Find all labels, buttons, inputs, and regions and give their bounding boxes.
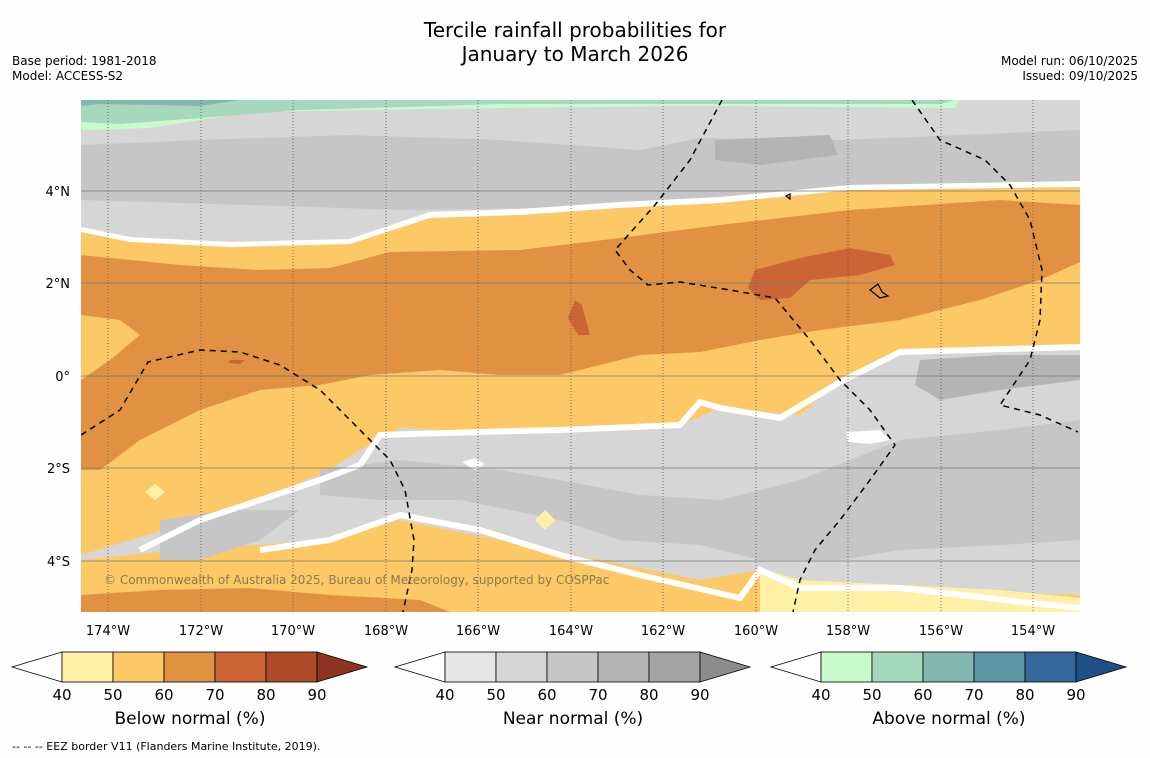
lat-label: 0° xyxy=(55,370,70,385)
eez-legend-note: -- -- -- EEZ border V11 (Flanders Marine… xyxy=(12,740,321,753)
colorbar-under-triangle xyxy=(10,651,63,683)
island-kiribati xyxy=(869,283,890,299)
lat-axis: 4°N 2°N 0° 2°S 4°S xyxy=(46,185,71,570)
colorbar-segment xyxy=(112,651,165,683)
colorbar-under-triangle xyxy=(393,651,446,683)
lat-lines xyxy=(81,190,1080,562)
colorbar-over-triangle xyxy=(699,651,752,683)
above-normal-70-region xyxy=(81,100,240,106)
model-run: Model run: 06/10/2025 xyxy=(1000,54,1138,68)
colorbar-segment xyxy=(820,651,873,683)
yellow-blob-1 xyxy=(535,510,555,530)
colorbar-segment xyxy=(597,651,650,683)
eez-borders xyxy=(81,100,1079,612)
colorbar-tick-label: 70 xyxy=(205,686,224,704)
colorbar-tick-label: 70 xyxy=(964,686,983,704)
colorbar-tick-label: 80 xyxy=(256,686,275,704)
colorbar-under-triangle xyxy=(769,651,822,683)
lon-label: 170°W xyxy=(271,624,315,639)
colorbar-tick-label: 40 xyxy=(811,686,830,704)
near-normal-60-south xyxy=(320,420,1080,560)
lon-label: 156°W xyxy=(919,624,963,639)
white-blob-2 xyxy=(846,430,890,444)
lat-label: 4°S xyxy=(47,555,70,570)
colorbar-tick-label: 50 xyxy=(862,686,881,704)
island-small xyxy=(784,193,791,201)
below-normal-50-south xyxy=(81,520,1080,612)
colorbar-tick-label: 40 xyxy=(52,686,71,704)
colorbar-tick-label: 90 xyxy=(690,686,709,704)
colorbar-near: 40 50 60 70 80 90 xyxy=(393,651,752,704)
colorbar-below-label: Below normal (%) xyxy=(114,709,266,729)
lat-label: 2°S xyxy=(47,462,70,477)
colorbar-segment xyxy=(444,651,497,683)
colorbar-tick-label: 70 xyxy=(588,686,607,704)
lon-label: 164°W xyxy=(549,624,593,639)
lon-label: 160°W xyxy=(734,624,778,639)
lon-label: 172°W xyxy=(179,624,223,639)
colorbar-segment xyxy=(922,651,975,683)
colorbar-tick-label: 90 xyxy=(1066,686,1085,704)
colorbar-tick-label: 50 xyxy=(103,686,122,704)
lon-label: 154°W xyxy=(1011,624,1055,639)
lat-label: 4°N xyxy=(46,185,71,200)
meta-right: Model run: 06/10/2025 Issued: 09/10/2025 xyxy=(1001,54,1138,84)
colorbar-tick-label: 50 xyxy=(486,686,505,704)
above-normal-50-region xyxy=(81,100,955,124)
colorbar-segment xyxy=(61,651,114,683)
lon-axis: 174°W 172°W 170°W 168°W 166°W 164°W 162°… xyxy=(86,624,1055,639)
colorbar-tick-label: 80 xyxy=(639,686,658,704)
colorbar-segment xyxy=(546,651,599,683)
map-figure: 174°W 172°W 170°W 168°W 166°W 164°W 162°… xyxy=(10,100,1128,704)
colorbar-above: 40 50 60 70 80 90 xyxy=(769,651,1128,704)
white-contour-southwest xyxy=(138,462,362,553)
issued-date: Issued: 09/10/2025 xyxy=(1022,69,1138,83)
near-normal-70-southeast xyxy=(915,355,1080,400)
title-line-2: January to March 2026 xyxy=(461,42,689,66)
below-normal-70-west xyxy=(228,360,245,364)
colorbar-segment xyxy=(871,651,924,683)
base-period: Base period: 1981-2018 xyxy=(12,54,157,68)
colorbar-near-label: Near normal (%) xyxy=(502,709,644,729)
lon-label: 174°W xyxy=(86,624,130,639)
colorbar-over-triangle xyxy=(316,651,369,683)
colorbar-segment xyxy=(214,651,267,683)
colorbar-segment xyxy=(265,651,318,683)
lon-label: 158°W xyxy=(826,624,870,639)
colorbar-segment xyxy=(163,651,216,683)
colorbar-tick-label: 60 xyxy=(537,686,556,704)
colorbar-below: 40 50 60 70 80 90 xyxy=(10,651,369,704)
white-contour-bottom xyxy=(259,511,1080,611)
white-blob xyxy=(462,458,485,470)
lon-label: 166°W xyxy=(456,624,500,639)
colorbar-tick-label: 90 xyxy=(307,686,326,704)
below-normal-70-east xyxy=(748,248,895,300)
lon-label: 168°W xyxy=(364,624,408,639)
colorbar-above-label: Above normal (%) xyxy=(872,709,1026,729)
white-contour-north xyxy=(81,181,1080,249)
map-title: Tercile rainfall probabilities for Janua… xyxy=(0,18,1150,66)
white-contour-south xyxy=(357,344,1080,467)
title-line-1: Tercile rainfall probabilities for xyxy=(423,18,727,42)
yellow-blob-2 xyxy=(145,484,165,500)
colorbar-tick-label: 80 xyxy=(1015,686,1034,704)
model-name: Model: ACCESS-S2 xyxy=(12,69,124,83)
colorbar-tick-label: 40 xyxy=(435,686,454,704)
below-normal-60-south xyxy=(81,588,450,612)
lon-label: 162°W xyxy=(641,624,685,639)
meta-left: Base period: 1981-2018 Model: ACCESS-S2 xyxy=(12,54,157,84)
colorbar-segment xyxy=(1024,651,1077,683)
colorbar-segment xyxy=(648,651,701,683)
colorbar-segment xyxy=(495,651,548,683)
below-normal-70-center xyxy=(568,300,590,335)
near-normal-70-north xyxy=(715,135,838,165)
lat-label: 2°N xyxy=(46,277,71,292)
grid-lines xyxy=(107,100,1034,612)
copyright-notice: © Commonwealth of Australia 2025, Bureau… xyxy=(104,573,609,587)
colorbar-over-triangle xyxy=(1075,651,1128,683)
colorbar-tick-label: 60 xyxy=(913,686,932,704)
colorbar-segment xyxy=(973,651,1026,683)
colorbar-tick-label: 60 xyxy=(154,686,173,704)
probability-map-area xyxy=(81,100,1080,612)
